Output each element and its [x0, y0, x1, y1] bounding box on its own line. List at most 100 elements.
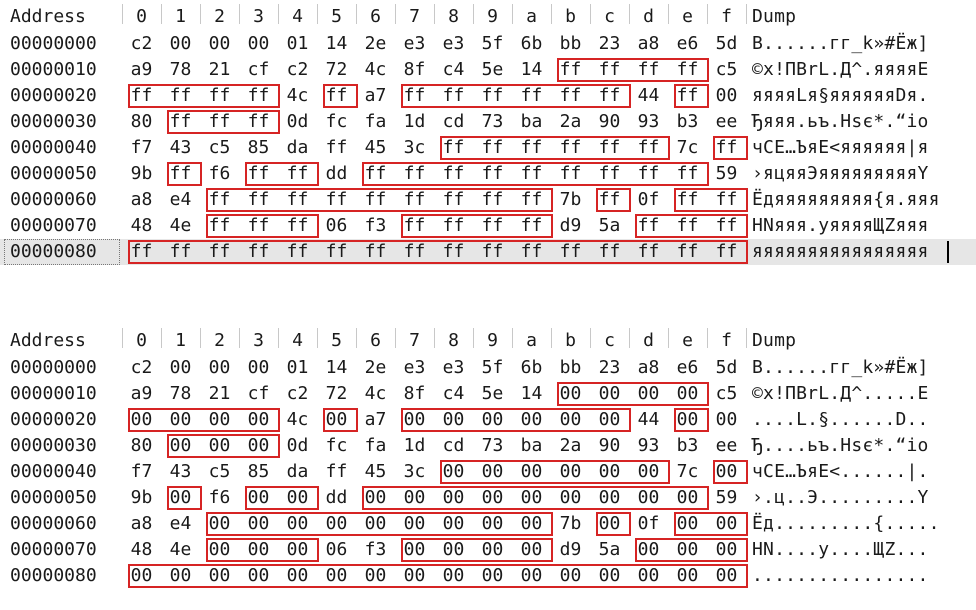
hex-byte[interactable]: 00 — [676, 539, 699, 560]
hex-byte[interactable]: 00 — [637, 539, 660, 560]
hex-byte[interactable]: ff — [715, 137, 738, 158]
hex-byte[interactable]: a8 — [637, 33, 660, 54]
hex-byte[interactable]: ba — [520, 111, 543, 132]
hex-byte[interactable]: 21 — [208, 59, 231, 80]
column-header-1[interactable]: 1 — [175, 6, 186, 27]
hex-byte[interactable]: ff — [442, 241, 465, 262]
column-divider[interactable] — [473, 4, 474, 24]
hex-byte[interactable]: 14 — [520, 59, 543, 80]
hex-byte[interactable]: b3 — [676, 435, 699, 456]
hex-byte[interactable]: c2 — [286, 383, 309, 404]
hex-row[interactable]: 00000020 ff ff ff ff 4c ff a7 ff ff ff ff ff ff 44 ff 00… — [0, 83, 976, 109]
hex-byte[interactable]: 44 — [637, 85, 660, 106]
hex-byte[interactable]: ee — [715, 435, 738, 456]
hex-byte[interactable]: ff — [520, 215, 543, 236]
hex-byte[interactable]: 00 — [520, 565, 543, 586]
row-dump-text[interactable]: Ёдяяяяяяяяя{я.яяя — [752, 189, 940, 210]
column-divider[interactable] — [512, 4, 513, 24]
hex-byte[interactable]: 73 — [481, 435, 504, 456]
hex-byte[interactable]: 2e — [364, 33, 387, 54]
hex-byte[interactable]: 00 — [481, 565, 504, 586]
hex-byte[interactable]: f6 — [208, 163, 231, 184]
hex-byte[interactable]: ff — [169, 163, 192, 184]
row-dump-text[interactable]: В......гг_k»#Ёж] — [752, 357, 929, 378]
hex-row[interactable]: 00000040 f7 43 c5 85 da ff 45 3c 00 00 00 00 00 00 7c 00… — [0, 459, 976, 485]
hex-byte[interactable]: ff — [130, 85, 153, 106]
hex-byte[interactable]: 7c — [676, 461, 699, 482]
hex-byte[interactable]: 00 — [559, 565, 582, 586]
hex-byte[interactable]: 78 — [169, 383, 192, 404]
hex-byte[interactable]: 14 — [325, 357, 348, 378]
hex-row[interactable]: 00000060 a8 e4 00 00 00 00 00 00 00 00 00 7b 00 0f 00 00… — [0, 511, 976, 537]
row-dump-text[interactable]: HN....у....ЩZ... — [752, 539, 929, 560]
hex-byte[interactable]: a9 — [130, 383, 153, 404]
column-divider[interactable] — [200, 4, 201, 24]
hex-byte[interactable]: e6 — [676, 33, 699, 54]
hex-byte[interactable]: c5 — [208, 137, 231, 158]
hex-byte[interactable]: 00 — [169, 33, 192, 54]
hex-byte[interactable]: f6 — [208, 487, 231, 508]
hex-byte[interactable]: f7 — [130, 461, 153, 482]
hex-byte[interactable]: 00 — [169, 487, 192, 508]
hex-byte[interactable]: ff — [559, 137, 582, 158]
hex-byte[interactable]: 00 — [364, 513, 387, 534]
hex-byte[interactable]: ff — [559, 241, 582, 262]
hex-byte[interactable]: ff — [208, 241, 231, 262]
column-header-5[interactable]: 5 — [331, 330, 342, 351]
hex-byte[interactable]: 6b — [520, 33, 543, 54]
hex-byte[interactable]: 00 — [247, 487, 270, 508]
row-dump-text[interactable]: Ёд.........{..... — [752, 513, 940, 534]
hex-byte[interactable]: d9 — [559, 539, 582, 560]
column-header-b[interactable]: b — [565, 330, 576, 351]
column-header-f[interactable]: f — [721, 6, 732, 27]
hex-byte[interactable]: a8 — [637, 357, 660, 378]
column-divider[interactable] — [629, 328, 630, 348]
hex-byte[interactable]: 59 — [715, 163, 738, 184]
row-dump-text[interactable]: яяяяяяяяяяяяяяяя — [752, 241, 929, 262]
column-divider[interactable] — [629, 4, 630, 24]
column-divider[interactable] — [473, 328, 474, 348]
hex-row[interactable]: 00000050 9b ff f6 ff ff dd ff ff ff ff ff ff ff ff ff 59… — [0, 161, 976, 187]
hex-byte[interactable]: 4c — [364, 383, 387, 404]
hex-byte[interactable]: 00 — [715, 461, 738, 482]
hex-byte[interactable]: 23 — [598, 33, 621, 54]
row-dump-text[interactable]: ©x!ПВrL.Д^.....Е — [752, 383, 929, 404]
hex-byte[interactable]: 00 — [247, 435, 270, 456]
hex-byte[interactable]: ff — [208, 85, 231, 106]
hex-byte[interactable]: 00 — [520, 487, 543, 508]
hex-row[interactable]: 00000060 a8 e4 ff ff ff ff ff ff ff ff ff 7b ff 0f ff ff… — [0, 187, 976, 213]
hex-byte[interactable]: 00 — [676, 487, 699, 508]
hex-byte[interactable]: 21 — [208, 383, 231, 404]
hex-byte[interactable]: 00 — [520, 513, 543, 534]
hex-byte[interactable]: 72 — [325, 383, 348, 404]
hex-byte[interactable]: 00 — [715, 539, 738, 560]
hex-byte[interactable]: 00 — [637, 461, 660, 482]
hex-byte[interactable]: ff — [325, 241, 348, 262]
column-divider[interactable] — [317, 328, 318, 348]
hex-byte[interactable]: 00 — [364, 565, 387, 586]
hex-row[interactable]: 00000070 48 4e ff ff ff 06 f3 ff ff ff ff d9 5a ff ff ff… — [0, 213, 976, 239]
hex-byte[interactable]: ff — [559, 59, 582, 80]
hex-byte[interactable]: 00 — [208, 565, 231, 586]
hex-byte[interactable]: 23 — [598, 357, 621, 378]
hex-byte[interactable]: 00 — [403, 513, 426, 534]
hex-row[interactable]: 00000000 c2 00 00 00 01 14 2e e3 e3 5f 6b bb 23 a8 e6 5d… — [0, 355, 976, 381]
hex-byte[interactable]: 5d — [715, 33, 738, 54]
hex-byte[interactable]: ff — [247, 163, 270, 184]
row-dump-text[interactable]: чСЕ…ЪяЕ<......|. — [752, 461, 929, 482]
hex-row[interactable]: 00000000 c2 00 00 00 01 14 2e e3 e3 5f 6b bb 23 a8 e6 5d… — [0, 31, 976, 57]
hex-byte[interactable]: 00 — [286, 539, 309, 560]
hex-byte[interactable]: 00 — [208, 539, 231, 560]
dump-column-header[interactable]: Dump — [752, 330, 797, 351]
hex-byte[interactable]: ff — [481, 215, 504, 236]
hex-byte[interactable]: 00 — [715, 85, 738, 106]
hex-byte[interactable]: ff — [598, 163, 621, 184]
row-dump-text[interactable]: ................ — [752, 565, 929, 586]
hex-byte[interactable]: 14 — [325, 33, 348, 54]
row-dump-text[interactable]: чСЕ…ЪяЕ<яяяяяя|я — [752, 137, 929, 158]
hex-byte[interactable]: e3 — [442, 33, 465, 54]
hex-byte[interactable]: e4 — [169, 513, 192, 534]
hex-byte[interactable]: ff — [442, 189, 465, 210]
hex-byte[interactable]: 80 — [130, 435, 153, 456]
hex-byte[interactable]: da — [286, 137, 309, 158]
